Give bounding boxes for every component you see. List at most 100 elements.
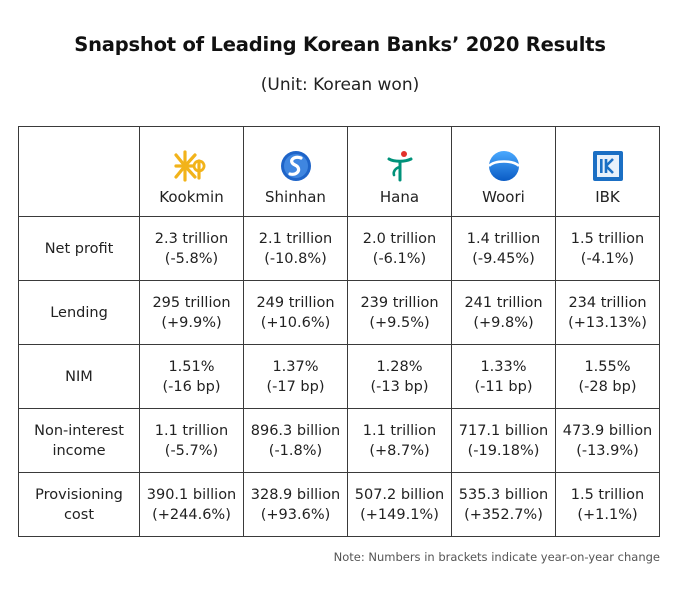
row-header: Net profit [18, 216, 140, 281]
table-cell: 295 trillion (+9.9%) [139, 280, 244, 345]
table-cell: 1.1 trillion (-5.7%) [139, 408, 244, 473]
row-header: NIM [18, 344, 140, 409]
table-cell: 249 trillion (+10.6%) [243, 280, 348, 345]
kb-star-logo-icon [173, 149, 205, 182]
table-row: Non-interest income 1.1 trillion (-5.7%) 896… [18, 408, 660, 473]
column-header-woori: Woori [451, 126, 556, 217]
footnote: Note: Numbers in brackets indicate year-… [333, 550, 660, 564]
column-header-ibk: IBK [555, 126, 660, 217]
table-cell: 2.3 trillion (-5.8%) [139, 216, 244, 281]
row-header: Lending [18, 280, 140, 345]
cell-change: (+352.7%) [464, 506, 543, 523]
table-cell: 1.5 trillion (+1.1%) [555, 472, 660, 537]
corner-cell [18, 126, 140, 217]
cell-change: (+1.1%) [577, 506, 638, 523]
column-header-label: Shinhan [265, 187, 326, 206]
cell-change: (+8.7%) [369, 442, 430, 459]
table-cell: 390.1 billion (+244.6%) [139, 472, 244, 537]
table-row: Net profit 2.3 trillion (-5.8%) 2.1 trillio… [18, 216, 660, 281]
row-header-label: income [52, 442, 106, 459]
table-cell: 2.0 trillion (-6.1%) [347, 216, 452, 281]
cell-value: 295 trillion [152, 294, 231, 311]
table-cell: 717.1 billion (-19.18%) [451, 408, 556, 473]
cell-value: 473.9 billion [562, 422, 653, 439]
cell-value: 390.1 billion [146, 486, 237, 503]
row-header: Provisioning cost [18, 472, 140, 537]
cell-value: 1.51% [168, 358, 215, 375]
results-table: Kookmin Shinhan Hana [18, 126, 660, 537]
cell-change: (-9.45%) [472, 250, 535, 267]
row-header-label: Net profit [44, 240, 114, 257]
cell-change: (-28 bp) [578, 378, 637, 395]
cell-change: (-10.8%) [264, 250, 327, 267]
hana-logo-icon [387, 150, 412, 181]
table-cell: 1.55% (-28 bp) [555, 344, 660, 409]
column-header-shinhan: Shinhan [243, 126, 348, 217]
cell-value: 2.0 trillion [362, 230, 437, 247]
header-row: Kookmin Shinhan Hana [18, 126, 660, 217]
table-cell: 2.1 trillion (-10.8%) [243, 216, 348, 281]
cell-change: (+9.5%) [369, 314, 430, 331]
cell-value: 328.9 billion [250, 486, 341, 503]
table-row: Lending 295 trillion (+9.9%) 249 trillion (+… [18, 280, 660, 345]
woori-logo-icon [487, 150, 520, 181]
row-header-label: cost [63, 506, 95, 523]
column-header-label: Woori [482, 187, 525, 206]
shinhan-logo-icon [280, 150, 311, 181]
cell-value: 241 trillion [464, 294, 543, 311]
cell-value: 1.4 trillion [466, 230, 541, 247]
cell-change: (+10.6%) [260, 314, 331, 331]
cell-value: 896.3 billion [250, 422, 341, 439]
table-cell: 473.9 billion (-13.9%) [555, 408, 660, 473]
table-cell: 241 trillion (+9.8%) [451, 280, 556, 345]
column-header-kookmin: Kookmin [139, 126, 244, 217]
cell-value: 2.1 trillion [258, 230, 333, 247]
cell-change: (+244.6%) [152, 506, 231, 523]
chart-title: Snapshot of Leading Korean Banks’ 2020 R… [74, 33, 606, 56]
cell-value: 2.3 trillion [154, 230, 229, 247]
ibk-logo-icon [592, 150, 623, 181]
cell-change: (-5.8%) [164, 250, 219, 267]
unit-subtitle: (Unit: Korean won) [260, 75, 420, 95]
row-header-label: NIM [65, 368, 93, 385]
table-cell: 1.4 trillion (-9.45%) [451, 216, 556, 281]
cell-value: 717.1 billion [458, 422, 549, 439]
column-header-label: Kookmin [159, 187, 224, 206]
cell-change: (-6.1%) [372, 250, 427, 267]
cell-value: 239 trillion [360, 294, 439, 311]
cell-value: 249 trillion [256, 294, 335, 311]
table-cell: 535.3 billion (+352.7%) [451, 472, 556, 537]
cell-change: (+149.1%) [360, 506, 439, 523]
cell-change: (+9.8%) [473, 314, 534, 331]
table-row: Provisioning cost 390.1 billion (+244.6%) 32… [18, 472, 660, 537]
cell-value: 1.55% [584, 358, 631, 375]
cell-value: 1.5 trillion [570, 486, 645, 503]
column-header-label: Hana [379, 187, 420, 206]
cell-change: (+13.13%) [568, 314, 647, 331]
cell-change: (+9.9%) [161, 314, 222, 331]
cell-change: (-11 bp) [474, 378, 533, 395]
cell-change: (-19.18%) [467, 442, 540, 459]
column-header-hana: Hana [347, 126, 452, 217]
table-cell: 1.33% (-11 bp) [451, 344, 556, 409]
table-cell: 1.1 trillion (+8.7%) [347, 408, 452, 473]
row-header-label: Non-interest [34, 422, 124, 439]
cell-value: 1.1 trillion [362, 422, 437, 439]
cell-value: 1.5 trillion [570, 230, 645, 247]
table-cell: 507.2 billion (+149.1%) [347, 472, 452, 537]
table-cell: 1.5 trillion (-4.1%) [555, 216, 660, 281]
cell-change: (-17 bp) [266, 378, 325, 395]
cell-change: (-1.8%) [268, 442, 323, 459]
cell-value: 1.33% [480, 358, 527, 375]
table-cell: 1.51% (-16 bp) [139, 344, 244, 409]
cell-value: 1.37% [272, 358, 319, 375]
table-cell: 1.28% (-13 bp) [347, 344, 452, 409]
cell-change: (-4.1%) [580, 250, 635, 267]
cell-value: 234 trillion [568, 294, 647, 311]
cell-value: 1.28% [376, 358, 423, 375]
cell-change: (-5.7%) [164, 442, 219, 459]
cell-change: (-13 bp) [370, 378, 429, 395]
cell-change: (+93.6%) [260, 506, 331, 523]
table-cell: 1.37% (-17 bp) [243, 344, 348, 409]
table-cell: 328.9 billion (+93.6%) [243, 472, 348, 537]
